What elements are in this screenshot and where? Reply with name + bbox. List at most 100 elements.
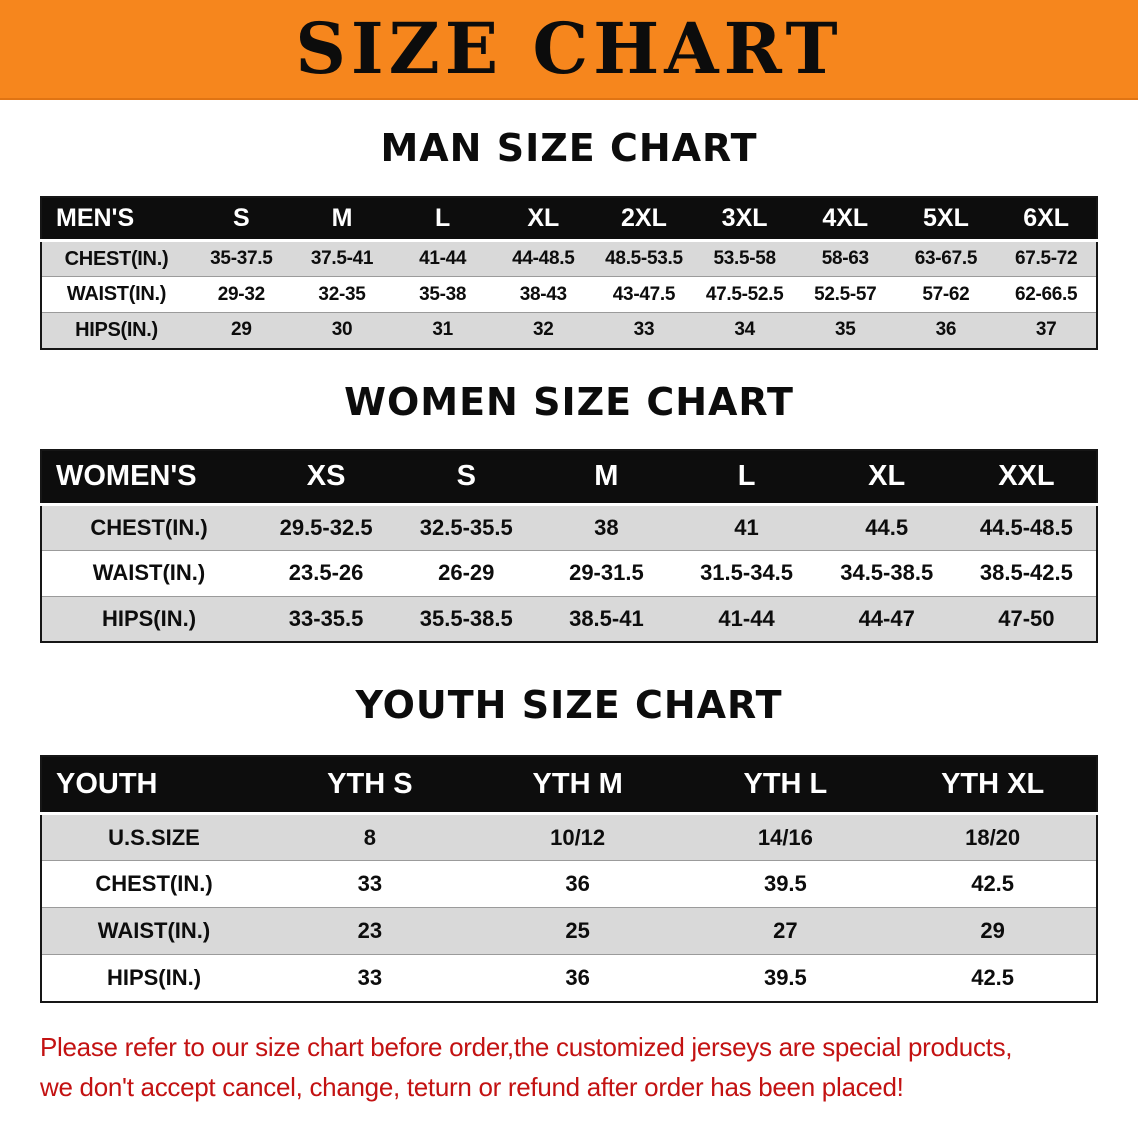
value-cell: 42.5 <box>889 860 1097 909</box>
table-row: U.S.SIZE 8 10/12 14/16 18/20 <box>41 813 1097 862</box>
value-cell: 30 <box>331 319 353 341</box>
value-cell: 39.5 <box>681 860 890 909</box>
column-header: 3XL <box>694 196 795 243</box>
value-cell: 38.5-41 <box>569 605 644 631</box>
row-label: WAIST(IN.) <box>41 907 266 956</box>
value-cell: 34 <box>734 319 755 341</box>
table-header-row: YOUTH YTH S YTH M YTH L YTH XL <box>41 755 1097 816</box>
value-cell: 37.5-41 <box>291 240 393 278</box>
row-label: CHEST(IN.) <box>41 504 256 551</box>
value-cell: 53.5-58 <box>694 240 795 278</box>
table-row: WAIST(IN.) 23 25 27 29 <box>41 907 1097 956</box>
value-cell: 31 <box>432 319 453 341</box>
value-cell: 39.5 <box>763 965 807 991</box>
value-cell: 42.5 <box>971 965 1015 991</box>
value-cell: 35-37.5 <box>191 240 292 278</box>
value-cell: 44.5 <box>816 504 957 551</box>
column-header: XL <box>816 450 957 506</box>
row-label: HIPS(IN.) <box>106 965 202 991</box>
row-label: HIPS(IN.) <box>75 318 158 341</box>
row-label: U.S.SIZE <box>41 813 266 862</box>
women-chart-heading: WOMEN SIZE CHART <box>344 379 794 424</box>
value-cell: 38.5-42.5 <box>956 550 1097 597</box>
value-cell: 32 <box>533 319 554 341</box>
value-cell: 36 <box>473 860 682 909</box>
value-cell: 47-50 <box>998 605 1055 631</box>
table-row: CHEST(IN.) 29.5-32.5 32.5-35.5 38 41 44.5 44.5… <box>41 504 1097 551</box>
value-cell: 33 <box>357 965 383 991</box>
value-cell: 37 <box>1035 319 1057 341</box>
table-row: HIPS(IN.) 33-35.5 35.5-38.5 38.5-41 41-44 44-… <box>41 596 1097 643</box>
value-cell: 32-35 <box>291 276 393 314</box>
value-cell: 38 <box>536 504 677 551</box>
table-row: HIPS(IN.) 29 30 31 32 33 34 35 36 37 <box>41 312 1097 349</box>
column-header: L <box>676 450 817 506</box>
value-cell: 44-47 <box>858 605 915 631</box>
value-cell: 41-44 <box>392 240 493 278</box>
value-cell: 31.5-34.5 <box>676 550 817 597</box>
column-header: XXL <box>956 450 1097 506</box>
value-cell: 47.5-52.5 <box>694 276 795 314</box>
column-header: 5XL <box>895 196 997 243</box>
men-size-table: MEN'S S M L XL 2XL 3XL 4XL 5XL 6XL CHEST(IN.) 35-37… <box>40 195 1098 350</box>
column-header: 6XL <box>996 196 1097 243</box>
column-header: YTH XL <box>889 755 1097 816</box>
column-header: L <box>392 196 493 243</box>
table-row: WAIST(IN.) 23.5-26 26-29 29-31.5 31.5-34.5 34… <box>41 550 1097 597</box>
youth-chart-heading: YOUTH SIZE CHART <box>355 683 783 728</box>
value-cell: 35-38 <box>392 276 493 314</box>
value-cell: 29.5-32.5 <box>256 504 397 551</box>
table-row: CHEST(IN.) 35-37.5 37.5-41 41-44 44-48.5 48.5… <box>41 240 1097 278</box>
value-cell: 43-47.5 <box>593 276 695 314</box>
table-row: WAIST(IN.) 29-32 32-35 35-38 38-43 43-47.5 47.… <box>41 276 1097 314</box>
value-cell: 25 <box>473 907 682 956</box>
column-header: YTH M <box>473 755 682 816</box>
value-cell: 44.5-48.5 <box>956 504 1097 551</box>
value-cell: 29 <box>889 907 1097 956</box>
value-cell: 57-62 <box>895 276 997 314</box>
value-cell: 38-43 <box>492 276 594 314</box>
column-header: M <box>291 196 393 243</box>
value-cell: 10/12 <box>473 813 682 862</box>
column-header: 4XL <box>794 196 896 243</box>
value-cell: 34.5-38.5 <box>816 550 957 597</box>
value-cell: 33-35.5 <box>288 605 364 631</box>
value-cell: 27 <box>681 907 890 956</box>
value-cell: 18/20 <box>889 813 1097 862</box>
women-size-table: WOMEN'S XS S M L XL XXL CHEST(IN.) 29.5-32.5 32.5… <box>40 449 1098 644</box>
section-youth: YOUTH SIZE CHART YOUTH YTH S YTH M YTH L YTH… <box>0 683 1138 1003</box>
table-header-row: WOMEN'S XS S M L XL XXL <box>41 450 1097 506</box>
column-header: YTH L <box>681 755 890 816</box>
banner: SIZE CHART <box>0 0 1138 100</box>
value-cell: 36 <box>935 319 957 341</box>
value-cell: 44-48.5 <box>492 240 594 278</box>
column-header: S <box>191 196 292 243</box>
table-title-cell: MEN'S <box>41 196 191 243</box>
value-cell: 35 <box>834 319 856 341</box>
row-label: CHEST(IN.) <box>41 240 191 278</box>
value-cell: 23.5-26 <box>256 550 397 597</box>
notice-line-2: we don't accept cancel, change, teturn o… <box>40 1072 904 1103</box>
table-header-row: MEN'S S M L XL 2XL 3XL 4XL 5XL 6XL <box>41 196 1097 243</box>
table-title-cell: WOMEN'S <box>41 450 256 506</box>
value-cell: 62-66.5 <box>996 276 1097 314</box>
value-cell: 58-63 <box>794 240 896 278</box>
column-header: XL <box>492 196 594 243</box>
value-cell: 29 <box>231 319 252 341</box>
men-chart-heading: MAN SIZE CHART <box>380 126 758 170</box>
column-header: S <box>396 450 537 506</box>
row-label: CHEST(IN.) <box>41 860 266 909</box>
column-header: 2XL <box>593 196 695 243</box>
table-row: HIPS(IN.) 33 36 39.5 42.5 <box>41 954 1097 1002</box>
value-cell: 35.5-38.5 <box>419 605 513 631</box>
value-cell: 52.5-57 <box>794 276 896 314</box>
value-cell: 33 <box>633 319 655 341</box>
row-label: WAIST(IN.) <box>41 550 256 597</box>
column-header: M <box>536 450 677 506</box>
footer-notice: Please refer to our size chart before or… <box>40 1027 1138 1108</box>
section-men: MAN SIZE CHART MEN'S S M L XL 2XL 3XL 4XL 5XL 6XL… <box>0 126 1138 350</box>
value-cell: 8 <box>266 813 474 862</box>
value-cell: 23 <box>266 907 474 956</box>
row-label: HIPS(IN.) <box>101 605 197 631</box>
